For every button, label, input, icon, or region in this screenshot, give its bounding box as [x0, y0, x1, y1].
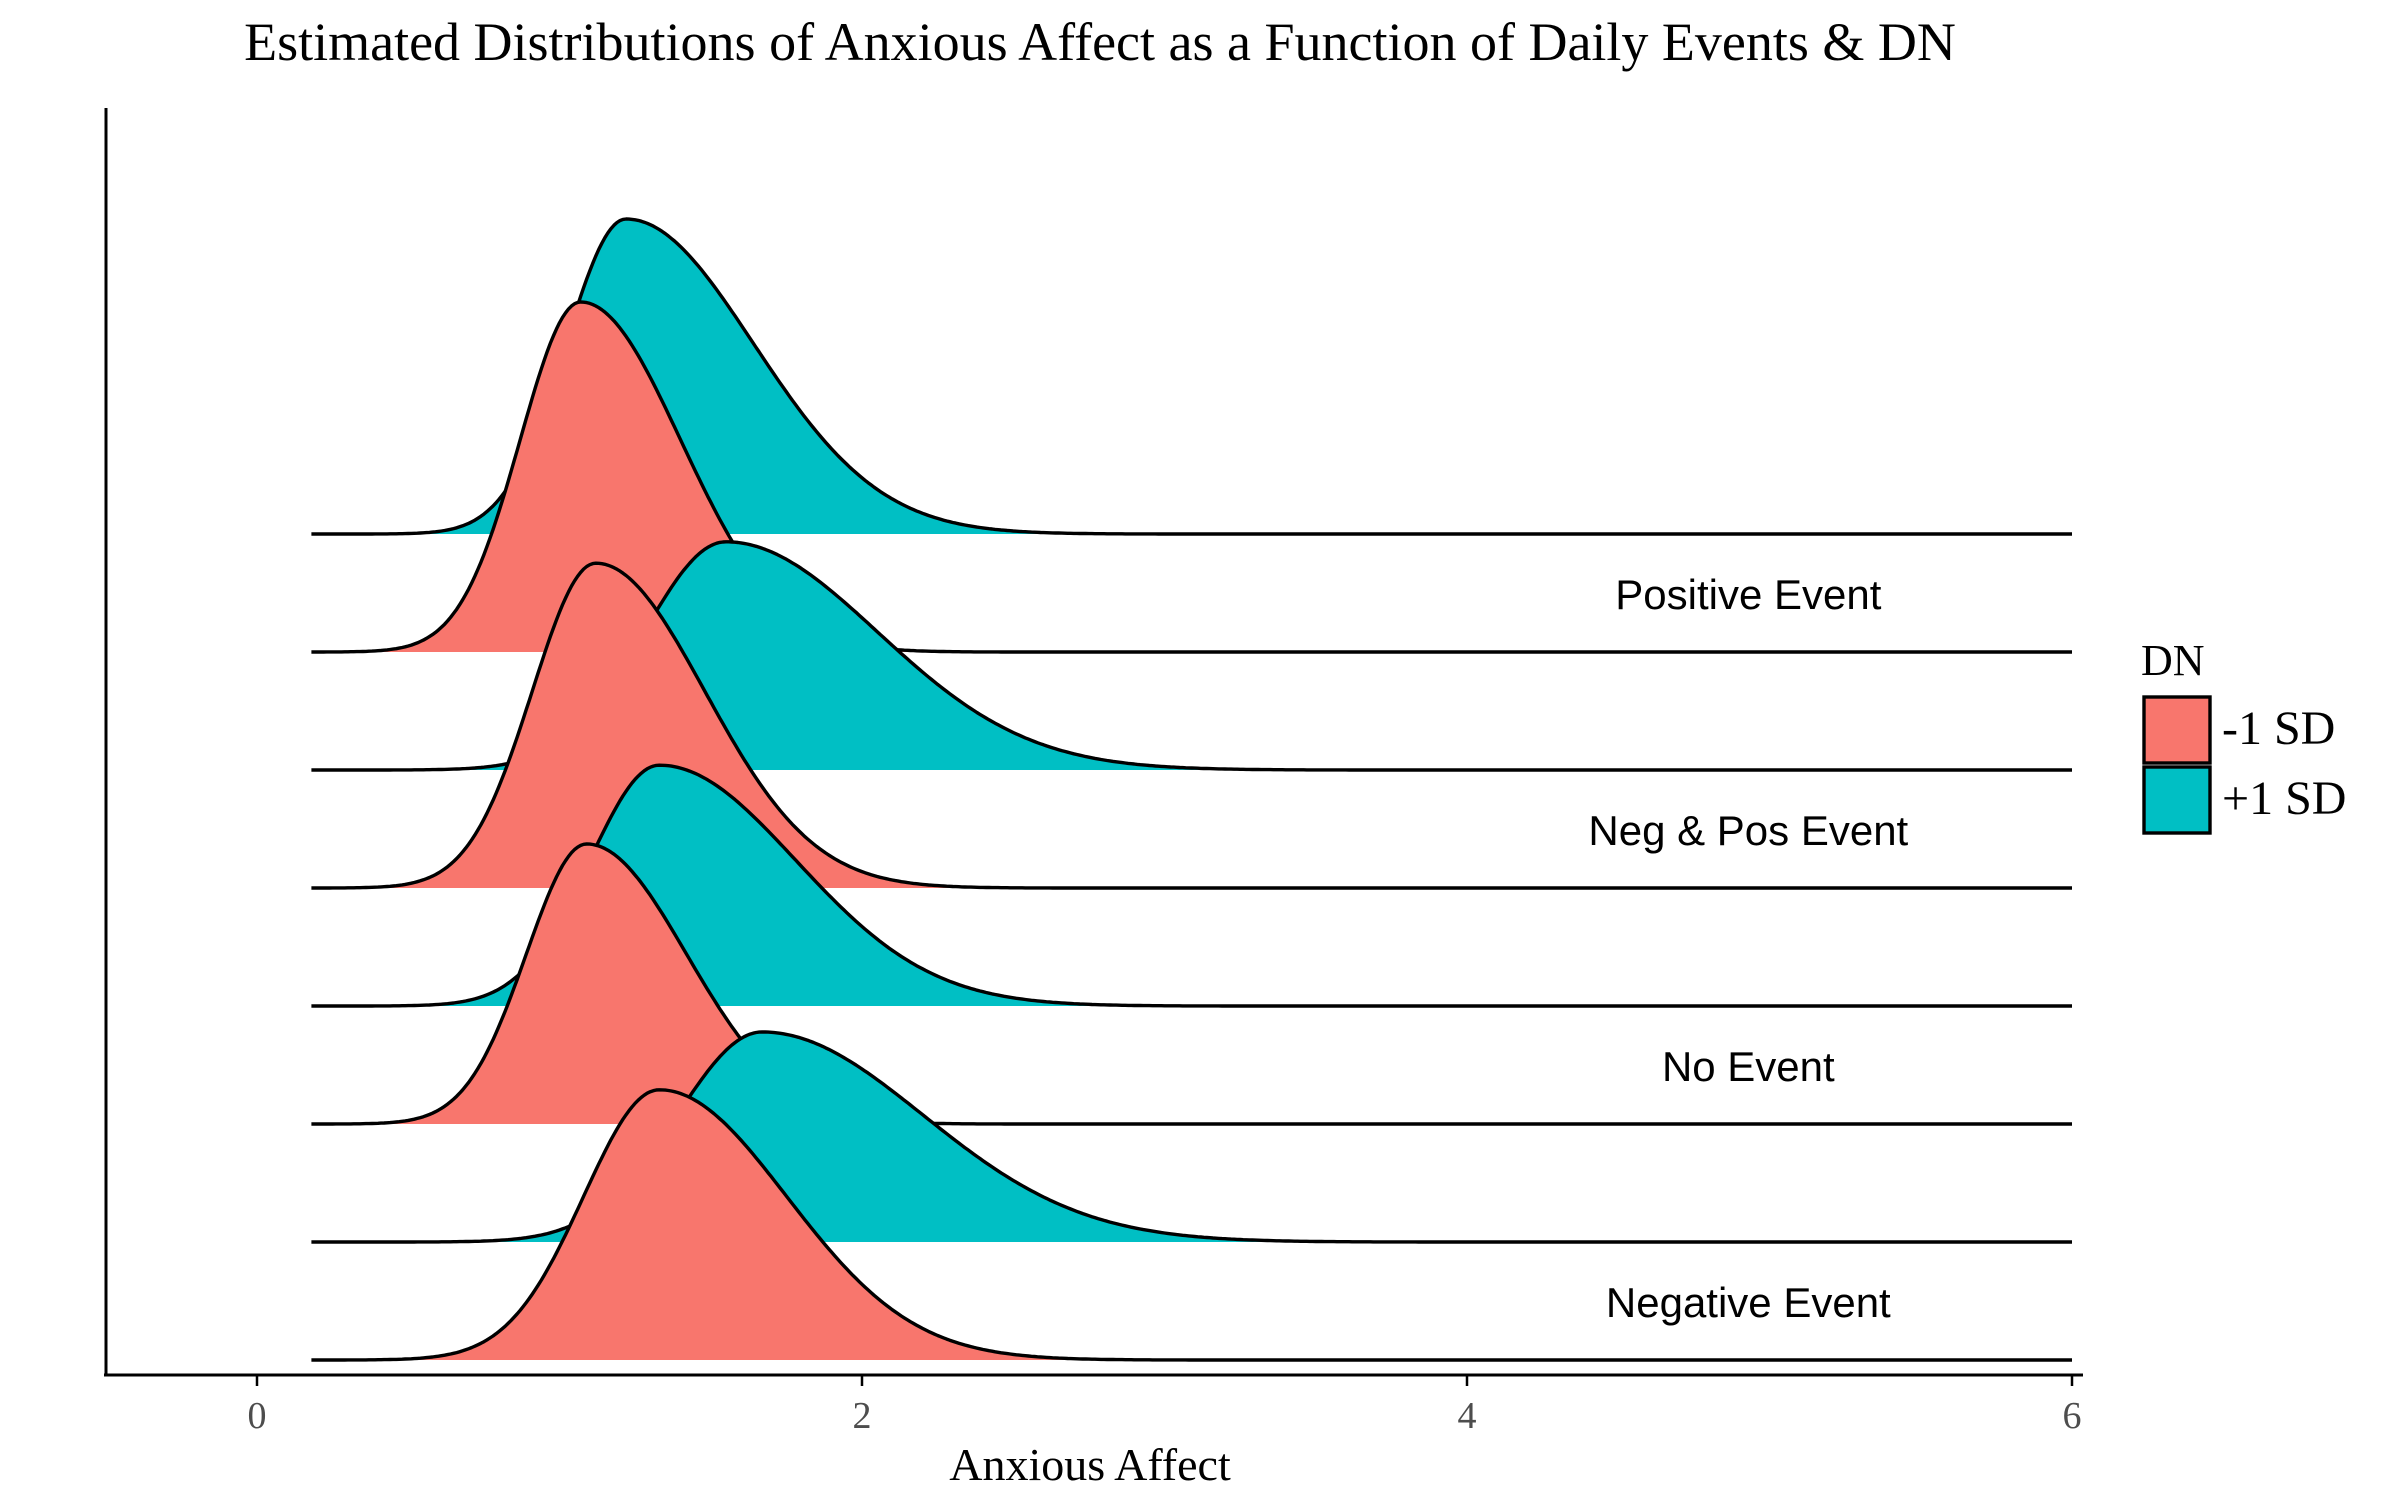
group-label: Negative Event — [1606, 1279, 1891, 1326]
x-tick-label: 4 — [1458, 1395, 1477, 1437]
density-area-neg-pos-event-plus-1-sd — [311, 541, 2072, 770]
density-outline-positive-event-plus-1-sd — [311, 217, 2072, 536]
x-tick-label: 2 — [853, 1395, 872, 1437]
group-label: No Event — [1662, 1043, 1835, 1090]
density-area-no-event-plus-1-sd — [311, 765, 2072, 1006]
ridges-layer — [311, 217, 2072, 1362]
group-label: Neg & Pos Event — [1588, 807, 1908, 854]
density-outline-neg-pos-event-minus-1-sd — [311, 561, 2072, 890]
ridge-no-event-plus-1-sd — [311, 763, 2072, 1008]
legend-items: -1 SD +1 SD — [2142, 695, 2346, 835]
density-area-neg-pos-event-minus-1-sd — [311, 563, 2072, 888]
legend-swatch — [2142, 695, 2212, 765]
group-labels-layer: Positive Event Neg & Pos Event No Event Neg… — [1588, 571, 1908, 1326]
ridge-negative-event-minus-1-sd — [311, 1088, 2072, 1362]
density-outline-no-event-plus-1-sd — [311, 763, 2072, 1008]
ridge-positive-event-minus-1-sd — [311, 300, 2072, 654]
density-area-negative-event-minus-1-sd — [311, 1089, 2072, 1360]
legend-label: +1 SD — [2222, 772, 2346, 825]
ridge-positive-event-plus-1-sd — [311, 217, 2072, 536]
x-tick-label: 6 — [2063, 1395, 2082, 1437]
density-outline-positive-event-minus-1-sd — [311, 300, 2072, 654]
legend-title: DN — [2141, 636, 2205, 685]
x-axis-title: Anxious Affect — [949, 1439, 1231, 1490]
density-area-positive-event-minus-1-sd — [311, 302, 2072, 652]
chart-title: Estimated Distributions of Anxious Affec… — [244, 12, 1956, 72]
legend-swatch — [2142, 765, 2212, 835]
legend: DN -1 SD +1 SD — [2141, 636, 2346, 835]
legend-label: -1 SD — [2222, 702, 2335, 755]
x-tick-label: 0 — [248, 1395, 267, 1437]
x-ticks-layer: 0 2 4 6 — [248, 1375, 2082, 1437]
group-label: Positive Event — [1615, 571, 1881, 618]
ridge-neg-pos-event-minus-1-sd — [311, 561, 2072, 890]
density-outline-negative-event-minus-1-sd — [311, 1088, 2072, 1362]
density-area-positive-event-plus-1-sd — [311, 219, 2072, 534]
density-outline-no-event-minus-1-sd — [311, 842, 2072, 1126]
